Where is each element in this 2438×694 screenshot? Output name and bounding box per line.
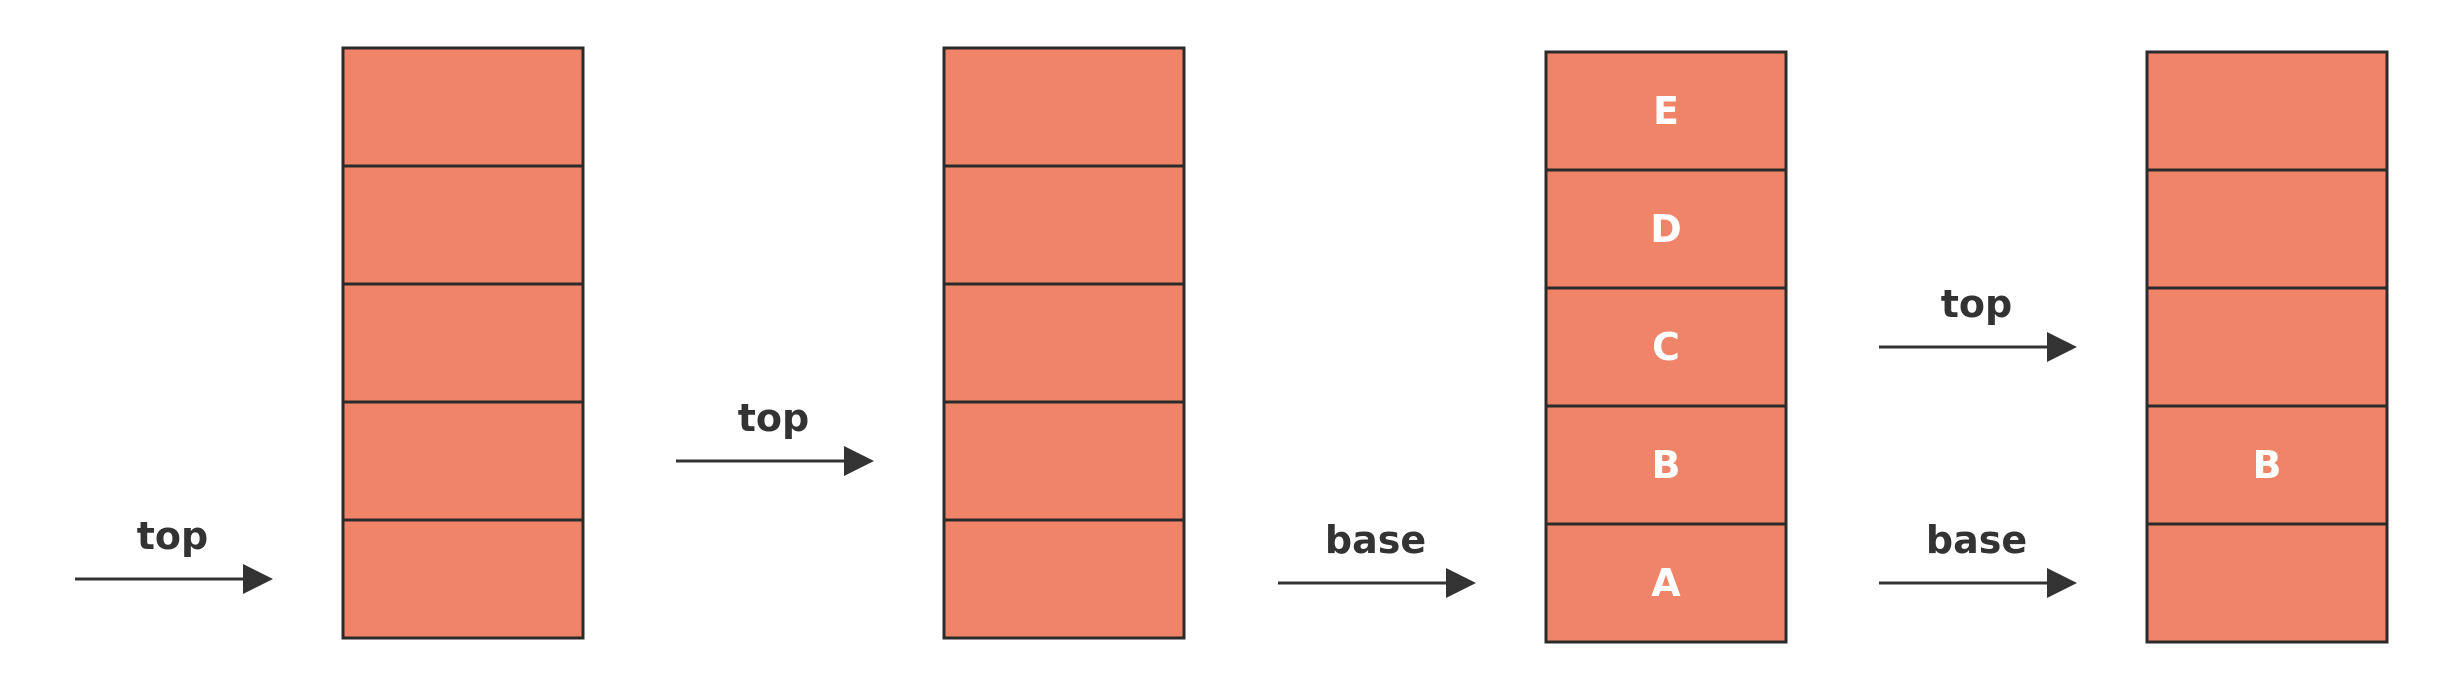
stack-cell <box>942 282 1186 404</box>
stacks-layer: E D C B A B <box>341 46 2389 644</box>
base-pointer: base <box>1278 518 1476 598</box>
stack-cell <box>942 46 1186 168</box>
top-pointer: top <box>676 396 874 476</box>
stack-cell <box>1544 522 1788 644</box>
base-pointer: base <box>1879 518 2077 598</box>
pointer-label: base <box>1325 518 1426 562</box>
stack-2 <box>942 46 1186 640</box>
stack-cell-label: B <box>2253 443 2282 487</box>
stack-cell <box>942 518 1186 640</box>
stack-cell-label: D <box>1650 207 1682 251</box>
stack-cell <box>341 400 585 522</box>
stack-cell <box>341 164 585 286</box>
stack-cell <box>1544 50 1788 172</box>
stack-cell <box>1544 286 1788 408</box>
stack-cell <box>2145 50 2389 172</box>
pointers-layer: top top base top base <box>75 282 2077 598</box>
stack-cell <box>942 400 1186 522</box>
pointer-label: top <box>1941 282 2012 326</box>
stack-cell <box>2145 286 2389 408</box>
stack-cell-label: B <box>1652 443 1681 487</box>
stack-4: B <box>2145 50 2389 644</box>
stack-cell <box>2145 168 2389 290</box>
stack-cell <box>341 46 585 168</box>
stack-1 <box>341 46 585 640</box>
stack-cell <box>341 282 585 404</box>
top-pointer: top <box>75 514 273 594</box>
stack-cell <box>2145 522 2389 644</box>
stack-3: E D C B A <box>1544 50 1788 644</box>
stack-cell <box>341 518 585 640</box>
stack-cell <box>2145 404 2389 526</box>
stack-cell <box>942 164 1186 286</box>
stack-cell-label: A <box>1651 561 1681 605</box>
stack-cell <box>1544 404 1788 526</box>
stack-cell-label: C <box>1652 325 1680 369</box>
pointer-label: top <box>137 514 208 558</box>
pointer-label: base <box>1926 518 2027 562</box>
pointer-label: top <box>738 396 809 440</box>
stack-cell-label: E <box>1653 89 1679 133</box>
stack-cell <box>1544 168 1788 290</box>
top-pointer: top <box>1879 282 2077 362</box>
